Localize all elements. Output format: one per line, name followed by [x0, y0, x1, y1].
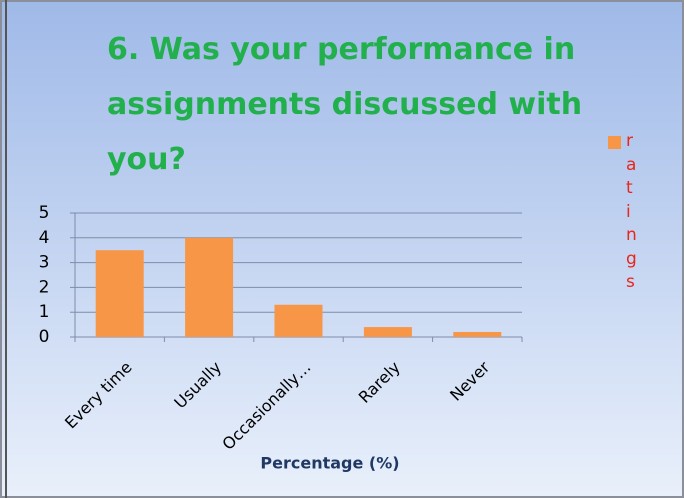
legend-swatch: [608, 136, 621, 149]
x-axis-title: Percentage (%): [260, 454, 399, 473]
y-tick-label: 0: [39, 327, 50, 347]
y-tick-label: 1: [39, 302, 50, 322]
y-tick-label: 5: [39, 203, 50, 223]
y-tick-label: 4: [39, 228, 50, 248]
bar: [453, 332, 502, 337]
y-tick-label: 2: [39, 277, 50, 297]
bar: [274, 304, 323, 337]
bar: [185, 237, 234, 337]
legend-label: ratings: [626, 131, 637, 292]
y-tick-label: 3: [39, 253, 50, 273]
chart-title: 6. Was your performance in assignments di…: [107, 32, 582, 177]
bar: [95, 250, 144, 337]
bar: [363, 327, 412, 337]
